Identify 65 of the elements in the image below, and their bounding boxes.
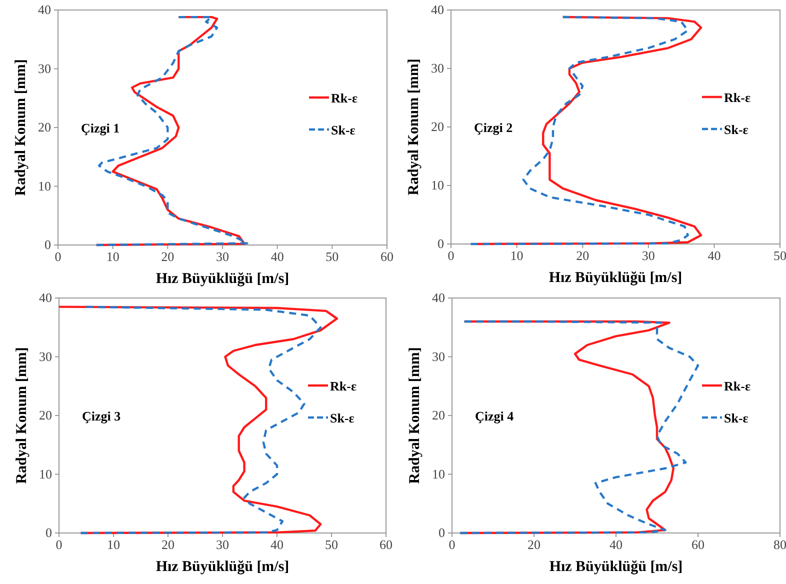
y-tick-label: 20 bbox=[38, 120, 51, 135]
x-tick-label: 60 bbox=[692, 537, 704, 552]
x-tick-label: 50 bbox=[325, 537, 338, 552]
x-tick-label: 40 bbox=[270, 249, 284, 264]
x-tick-label: 30 bbox=[216, 249, 229, 264]
x-tick-label: 10 bbox=[510, 248, 524, 264]
y-tick-label: 40 bbox=[38, 2, 51, 18]
y-axis-title: Radyal Konum [mm] bbox=[406, 58, 422, 196]
y-tick-label: 10 bbox=[39, 466, 52, 482]
y-tick-label: 30 bbox=[432, 348, 445, 364]
x-tick-label: 40 bbox=[610, 537, 622, 552]
y-tick-label: 0 bbox=[46, 525, 52, 540]
x-tick-label: 20 bbox=[528, 537, 540, 552]
x-tick-label: 80 bbox=[774, 537, 786, 552]
annotation: Çizgi 3 bbox=[82, 408, 122, 424]
x-tick-label: 50 bbox=[326, 249, 339, 264]
y-tick-label: 40 bbox=[432, 290, 445, 306]
x-tick-label: 20 bbox=[162, 537, 174, 552]
annotation: Çizgi 1 bbox=[81, 120, 120, 136]
y-tick-label: 30 bbox=[39, 348, 52, 364]
legend-label: Sk-ε bbox=[724, 410, 749, 426]
x-tick-label: 60 bbox=[380, 249, 394, 264]
legend-label: Sk-ε bbox=[724, 122, 749, 137]
y-tick-label: 0 bbox=[438, 236, 444, 252]
y-axis-title: Radyal Konum [mm] bbox=[13, 59, 29, 196]
x-tick-label: 30 bbox=[216, 537, 229, 552]
y-tick-label: 10 bbox=[38, 178, 51, 194]
annotation: Çizgi 2 bbox=[474, 120, 513, 135]
y-tick-label: 0 bbox=[438, 525, 445, 540]
x-axis-title: Hız Büyüklüğü [m/s] bbox=[156, 271, 290, 287]
x-tick-label: 60 bbox=[380, 537, 392, 552]
annotation: Çizgi 4 bbox=[475, 408, 514, 424]
y-tick-label: 10 bbox=[432, 466, 445, 482]
x-tick-label: 0 bbox=[54, 249, 62, 264]
legend-label: Sk-ε bbox=[331, 122, 356, 138]
legend-label: Rk-ε bbox=[724, 378, 751, 394]
y-tick-label: 40 bbox=[431, 2, 444, 18]
y-tick-label: 10 bbox=[431, 178, 444, 193]
x-axis-title: Hız Büyüklüğü [m/s] bbox=[548, 270, 682, 286]
legend-label: Rk-ε bbox=[330, 378, 357, 394]
legend-label: Rk-ε bbox=[724, 90, 751, 105]
x-axis-title: Hız Büyüklüğü [m/s] bbox=[156, 559, 290, 575]
x-tick-label: 0 bbox=[448, 248, 454, 264]
x-tick-label: 30 bbox=[642, 248, 655, 264]
y-tick-label: 20 bbox=[431, 119, 444, 134]
x-tick-label: 0 bbox=[56, 537, 62, 552]
x-tick-label: 50 bbox=[774, 248, 786, 264]
x-tick-label: 40 bbox=[270, 537, 284, 552]
x-tick-label: 0 bbox=[448, 537, 456, 552]
y-tick-label: 30 bbox=[431, 60, 444, 76]
y-tick-label: 30 bbox=[38, 60, 51, 76]
y-tick-label: 0 bbox=[44, 237, 51, 252]
y-axis-title: Radyal Konum [mm] bbox=[407, 347, 423, 484]
y-tick-label: 20 bbox=[39, 408, 52, 423]
legend-label: Rk-ε bbox=[331, 90, 358, 106]
legend-label: Sk-ε bbox=[330, 410, 355, 426]
y-tick-label: 40 bbox=[39, 290, 52, 306]
x-axis-title: Hız Büyüklüğü [m/s] bbox=[549, 559, 683, 575]
x-tick-label: 40 bbox=[708, 248, 721, 264]
x-tick-label: 10 bbox=[106, 249, 120, 264]
x-tick-label: 20 bbox=[576, 248, 590, 264]
y-tick-label: 20 bbox=[432, 408, 445, 423]
x-tick-label: 20 bbox=[161, 249, 174, 264]
y-axis-title: Radyal Konum [mm] bbox=[14, 347, 30, 484]
x-tick-label: 10 bbox=[107, 537, 120, 552]
